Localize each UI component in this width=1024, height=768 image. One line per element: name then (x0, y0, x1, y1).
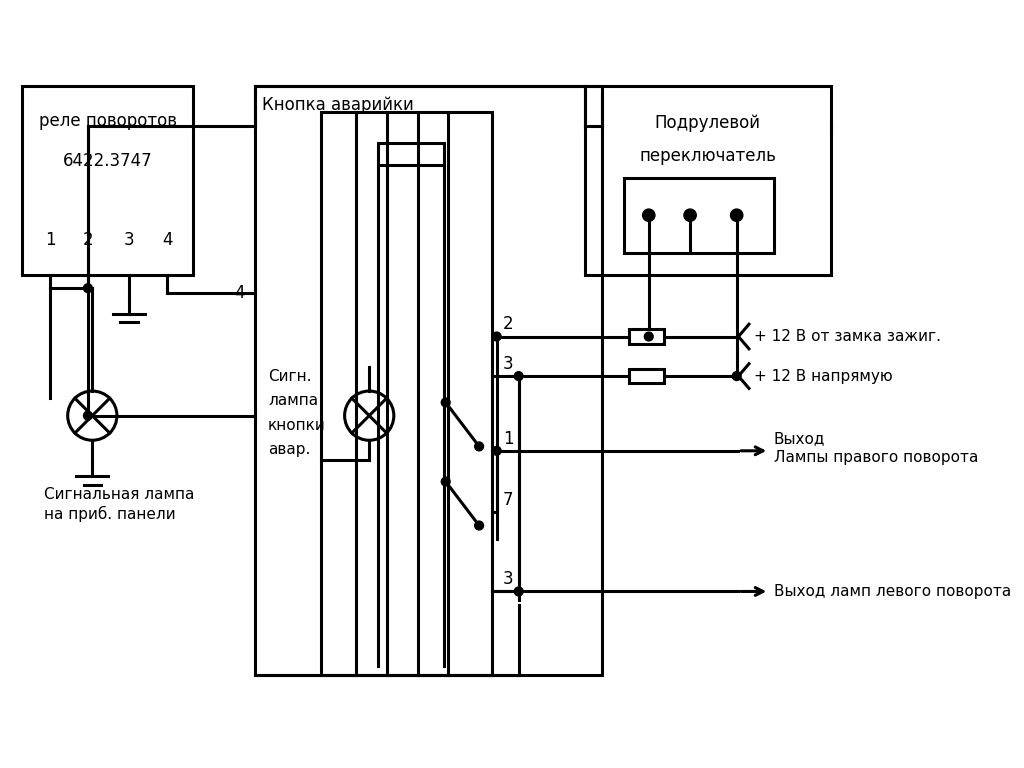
Circle shape (84, 411, 92, 420)
Text: кнопки: кнопки (268, 418, 326, 433)
Bar (585, 86, 830, 275)
Text: 3: 3 (503, 570, 513, 588)
Bar (255, 86, 602, 675)
Bar (629, 329, 664, 343)
Circle shape (475, 521, 483, 530)
Text: 1: 1 (503, 429, 513, 448)
Text: + 12 В напрямую: + 12 В напрямую (755, 369, 893, 383)
Circle shape (441, 477, 451, 486)
Circle shape (441, 398, 451, 407)
Text: 1: 1 (45, 231, 55, 249)
Text: переключатель: переключатель (639, 147, 776, 165)
Text: Сигнальная лампа: Сигнальная лампа (44, 487, 195, 502)
Circle shape (684, 209, 696, 221)
Text: 4: 4 (233, 283, 245, 302)
Circle shape (732, 372, 741, 380)
Text: Лампы правого поворота: Лампы правого поворота (773, 450, 978, 465)
Text: Выход: Выход (773, 431, 825, 446)
Bar (22, 86, 194, 275)
Circle shape (475, 442, 483, 451)
Text: 7: 7 (503, 491, 513, 509)
Circle shape (493, 446, 501, 455)
Bar (321, 112, 493, 675)
Text: 4: 4 (162, 231, 172, 249)
Bar (625, 178, 773, 253)
Circle shape (493, 332, 501, 341)
Text: реле поворотов: реле поворотов (39, 112, 177, 130)
Text: Кнопка аварийки: Кнопка аварийки (262, 96, 414, 114)
Circle shape (730, 209, 742, 221)
Bar (629, 369, 664, 383)
Text: 2: 2 (503, 315, 513, 333)
Text: 3: 3 (124, 231, 134, 249)
Circle shape (514, 372, 523, 380)
Text: лампа: лампа (268, 393, 318, 409)
Circle shape (644, 332, 653, 341)
Text: 2: 2 (83, 231, 93, 249)
Text: + 12 В от замка зажиг.: + 12 В от замка зажиг. (755, 329, 941, 344)
Text: авар.: авар. (268, 442, 310, 458)
Circle shape (84, 284, 92, 293)
Bar (378, 143, 444, 165)
Text: 6422.3747: 6422.3747 (62, 152, 153, 170)
Circle shape (643, 209, 655, 221)
Text: Подрулевой: Подрулевой (654, 114, 761, 132)
Text: Сигн.: Сигн. (268, 369, 311, 383)
Text: 3: 3 (503, 355, 513, 372)
Text: Выход ламп левого поворота: Выход ламп левого поворота (773, 584, 1011, 599)
Text: на приб. панели: на приб. панели (44, 506, 175, 522)
Circle shape (514, 587, 523, 596)
